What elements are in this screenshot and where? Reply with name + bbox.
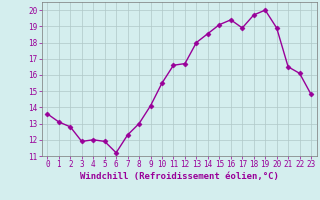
X-axis label: Windchill (Refroidissement éolien,°C): Windchill (Refroidissement éolien,°C) bbox=[80, 172, 279, 181]
